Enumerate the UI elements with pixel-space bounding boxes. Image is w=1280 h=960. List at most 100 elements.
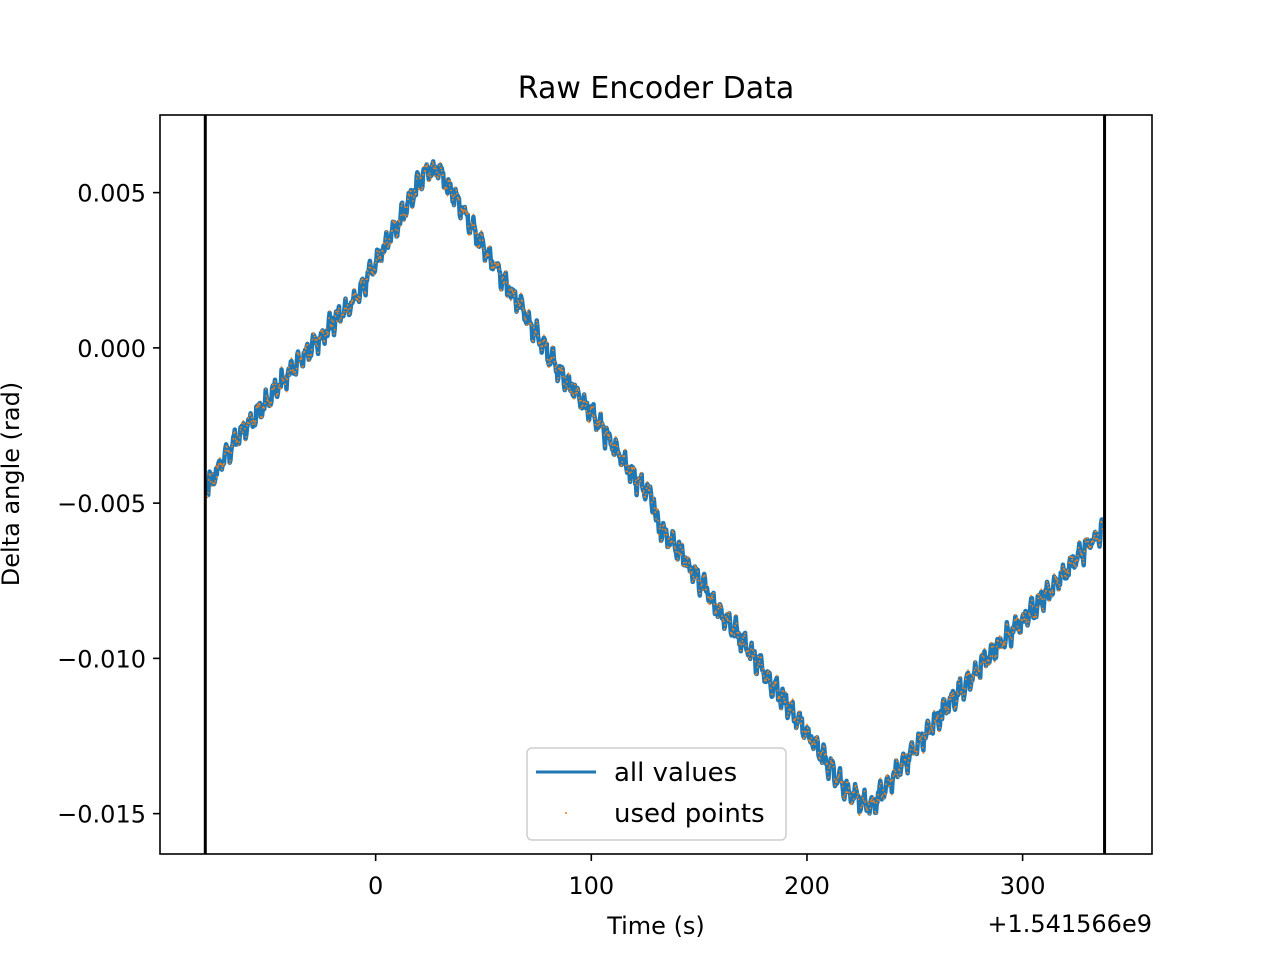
used-point xyxy=(596,421,598,423)
legend-label-all-values: all values xyxy=(614,758,737,788)
used-point xyxy=(1051,591,1054,594)
used-point xyxy=(303,350,306,353)
used-point xyxy=(445,178,447,180)
used-point xyxy=(339,321,342,324)
used-point xyxy=(420,176,422,179)
used-point xyxy=(1078,539,1081,542)
used-point xyxy=(716,604,718,606)
used-point xyxy=(435,171,438,174)
used-point xyxy=(850,803,853,805)
used-point xyxy=(993,660,996,663)
used-point xyxy=(1025,621,1028,623)
used-point xyxy=(240,426,243,429)
used-point xyxy=(923,733,925,736)
used-point xyxy=(521,300,524,303)
used-point xyxy=(790,700,792,703)
used-point xyxy=(568,388,571,390)
used-point xyxy=(722,618,724,621)
used-point xyxy=(676,557,679,560)
used-point xyxy=(295,367,298,370)
used-point xyxy=(210,485,213,487)
used-point xyxy=(369,266,372,269)
used-point xyxy=(670,536,672,538)
used-point xyxy=(971,680,974,683)
used-point xyxy=(774,682,777,685)
used-point xyxy=(272,383,274,386)
used-point xyxy=(979,678,982,680)
used-point xyxy=(386,241,389,244)
used-point xyxy=(330,319,333,321)
used-point xyxy=(757,663,760,666)
used-point xyxy=(785,691,787,693)
used-point xyxy=(1077,546,1080,549)
used-point xyxy=(909,748,912,751)
used-point xyxy=(232,438,235,440)
used-point xyxy=(927,721,930,723)
used-point xyxy=(951,695,954,698)
used-point xyxy=(990,641,992,644)
used-point xyxy=(451,199,454,201)
used-point xyxy=(259,404,261,406)
used-point xyxy=(387,243,390,246)
used-point xyxy=(543,334,545,337)
used-point xyxy=(483,249,486,252)
used-point xyxy=(368,266,371,269)
used-point xyxy=(697,579,700,582)
used-point xyxy=(238,436,241,439)
used-point xyxy=(507,283,510,286)
used-point xyxy=(873,801,876,804)
used-point xyxy=(847,781,849,784)
used-point xyxy=(570,390,573,393)
used-point xyxy=(982,661,984,664)
used-point xyxy=(550,357,553,359)
used-point xyxy=(458,198,460,201)
used-point xyxy=(645,493,647,496)
used-point xyxy=(819,753,822,756)
used-point xyxy=(282,379,285,382)
used-point xyxy=(922,752,925,754)
used-point xyxy=(948,698,951,701)
used-point xyxy=(829,764,831,767)
used-point xyxy=(1051,589,1053,592)
used-point xyxy=(739,649,742,652)
used-point xyxy=(919,737,922,739)
legend-label-used-points: used points xyxy=(614,799,765,829)
used-point xyxy=(803,736,805,739)
used-point xyxy=(674,547,677,550)
used-point xyxy=(284,377,287,379)
used-point xyxy=(1035,615,1038,618)
used-point xyxy=(916,750,918,753)
used-point xyxy=(713,603,716,606)
used-point xyxy=(1036,606,1038,608)
used-point xyxy=(646,481,649,483)
used-point xyxy=(866,809,869,811)
used-point xyxy=(461,209,464,212)
used-point xyxy=(1055,578,1058,581)
used-point xyxy=(1000,647,1003,650)
used-point xyxy=(958,682,961,685)
used-point xyxy=(862,797,864,800)
used-point xyxy=(1073,564,1076,567)
used-point xyxy=(1057,589,1060,592)
used-point xyxy=(326,333,329,336)
used-point xyxy=(633,467,636,470)
used-point xyxy=(545,344,547,346)
used-point xyxy=(682,564,685,567)
used-point xyxy=(304,346,307,349)
used-point xyxy=(298,361,301,364)
used-point xyxy=(315,338,318,341)
used-point xyxy=(624,464,627,467)
used-point xyxy=(932,725,935,727)
used-point xyxy=(1064,570,1067,573)
used-point xyxy=(403,214,406,216)
used-point xyxy=(629,471,632,474)
used-point xyxy=(1066,571,1069,574)
used-point xyxy=(660,538,663,541)
used-point xyxy=(429,175,432,178)
used-point xyxy=(992,645,994,648)
used-point xyxy=(776,689,779,692)
used-point xyxy=(241,422,243,425)
used-point xyxy=(737,636,739,638)
used-point xyxy=(696,576,698,579)
used-point xyxy=(637,477,640,479)
